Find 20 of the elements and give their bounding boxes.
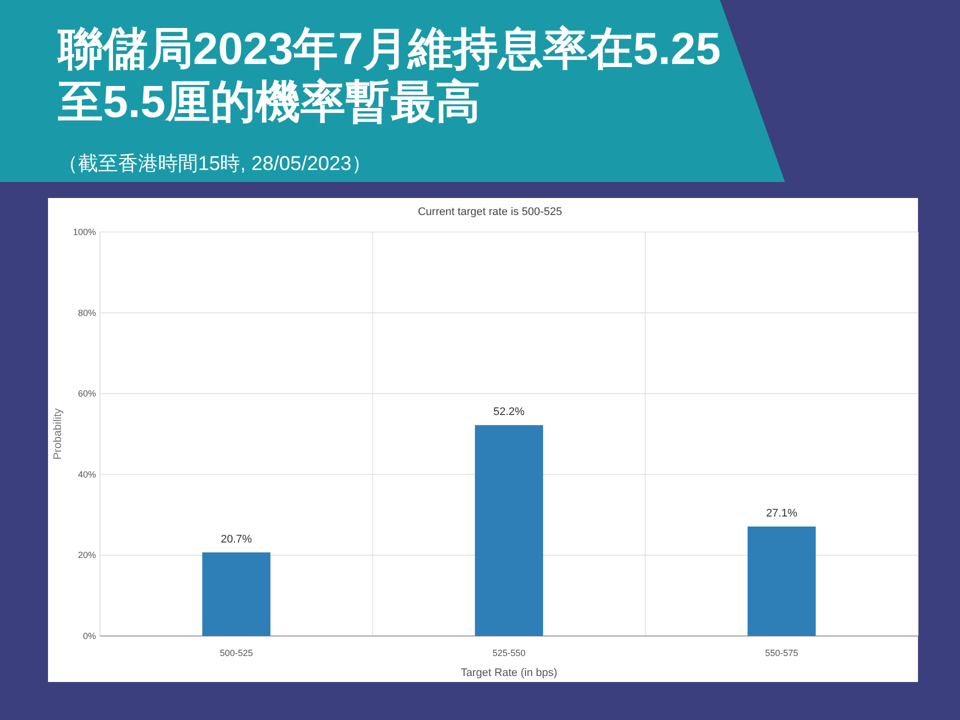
bar xyxy=(748,526,816,636)
x-tick-label: 550-575 xyxy=(765,648,798,658)
data-label: 52.2% xyxy=(493,406,525,418)
bar xyxy=(474,425,544,636)
y-tick-label: 60% xyxy=(78,388,96,399)
x-tick-label: 525-550 xyxy=(492,648,526,658)
y-tick-label: 40% xyxy=(78,469,96,480)
data-label: 20.7% xyxy=(220,533,252,546)
x-tick-label: 500-525 xyxy=(220,648,253,658)
chart-title: 聯儲局2023年7月維持息率在5.25至5.5厘的機率暫最高 xyxy=(58,22,722,128)
y-tick-label: 80% xyxy=(78,308,96,318)
x-axis-title: Target Rate (in bps) xyxy=(460,667,558,679)
y-axis-title: Probability xyxy=(52,408,64,460)
chart-subtitle: Current target rate is 500-525 xyxy=(418,206,562,218)
y-tick-label: 20% xyxy=(78,550,96,560)
text: （截至香港時間15時, 28/05/2023） xyxy=(58,152,372,177)
y-tick-label: 0% xyxy=(82,631,96,641)
y-tick-label: 100% xyxy=(72,227,96,237)
bar xyxy=(202,552,270,636)
data-label: 27.1% xyxy=(766,508,798,520)
